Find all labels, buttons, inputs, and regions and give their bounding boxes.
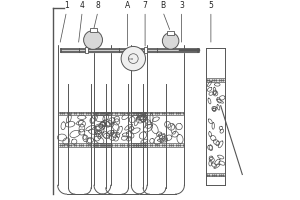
Bar (89, 28, 97, 32)
Bar (143, 47, 147, 53)
Bar (85, 47, 88, 53)
Circle shape (162, 33, 179, 49)
Text: 1: 1 (64, 1, 69, 10)
Text: 4: 4 (80, 1, 85, 10)
Circle shape (121, 46, 146, 71)
Circle shape (84, 31, 103, 49)
Text: A: A (125, 1, 130, 10)
Text: 3: 3 (179, 1, 184, 10)
Bar (167, 31, 174, 35)
Text: 8: 8 (96, 1, 100, 10)
Text: 5: 5 (208, 1, 213, 10)
Text: flow: flow (128, 57, 134, 61)
Text: B: B (160, 1, 165, 10)
Text: 7: 7 (143, 1, 148, 10)
